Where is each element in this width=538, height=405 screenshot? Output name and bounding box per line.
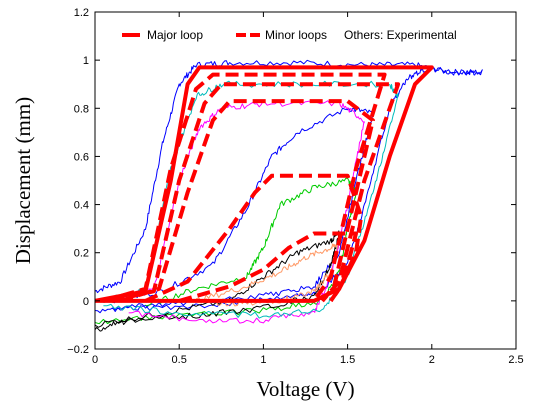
series-line-4	[144, 173, 364, 303]
series-line-3	[119, 99, 375, 303]
legend-label-experimental: Others: Experimental	[344, 28, 457, 42]
y-tick-label: 0.8	[74, 103, 89, 115]
y-tick-label: 1.2	[74, 7, 89, 19]
x-tick-label: 0.5	[172, 354, 187, 366]
x-tick-label: 1	[260, 354, 266, 366]
y-tick-label: 0	[83, 296, 89, 308]
series-line-6	[94, 59, 483, 314]
x-tick-label: 0	[92, 354, 98, 366]
x-axis-label: Voltage (V)	[256, 377, 354, 401]
y-tick-label: 0.4	[74, 200, 89, 212]
y-axis-label: Displacement (mm)	[11, 97, 35, 264]
y-tick-label: −0.2	[67, 344, 89, 356]
series-layer	[94, 59, 483, 332]
x-tick-label: 2	[429, 354, 435, 366]
plot-frame	[94, 11, 517, 350]
x-tick-label: 2.5	[508, 354, 523, 366]
y-tick-label: 0.6	[74, 151, 89, 163]
y-tick-label: 1	[83, 55, 89, 67]
series-line-2	[111, 82, 401, 303]
x-tick-label: 1.5	[340, 354, 355, 366]
series-line-5	[178, 231, 358, 303]
y-tick-label: 0.2	[74, 248, 89, 260]
series-line-9	[94, 230, 340, 332]
series-line-0	[94, 65, 434, 303]
series-line-11	[111, 100, 365, 324]
legend: Major loop Minor loops Others: Experimen…	[122, 28, 457, 42]
series-line-1	[102, 72, 387, 303]
series-line-7	[111, 107, 374, 311]
legend-label-major-loop: Major loop	[147, 28, 203, 42]
legend-label-minor-loops: Minor loops	[265, 28, 327, 42]
axes-layer: 0 0.5 1 1.5 2 2.5−0.200.20.40.60.811.2	[67, 7, 523, 366]
